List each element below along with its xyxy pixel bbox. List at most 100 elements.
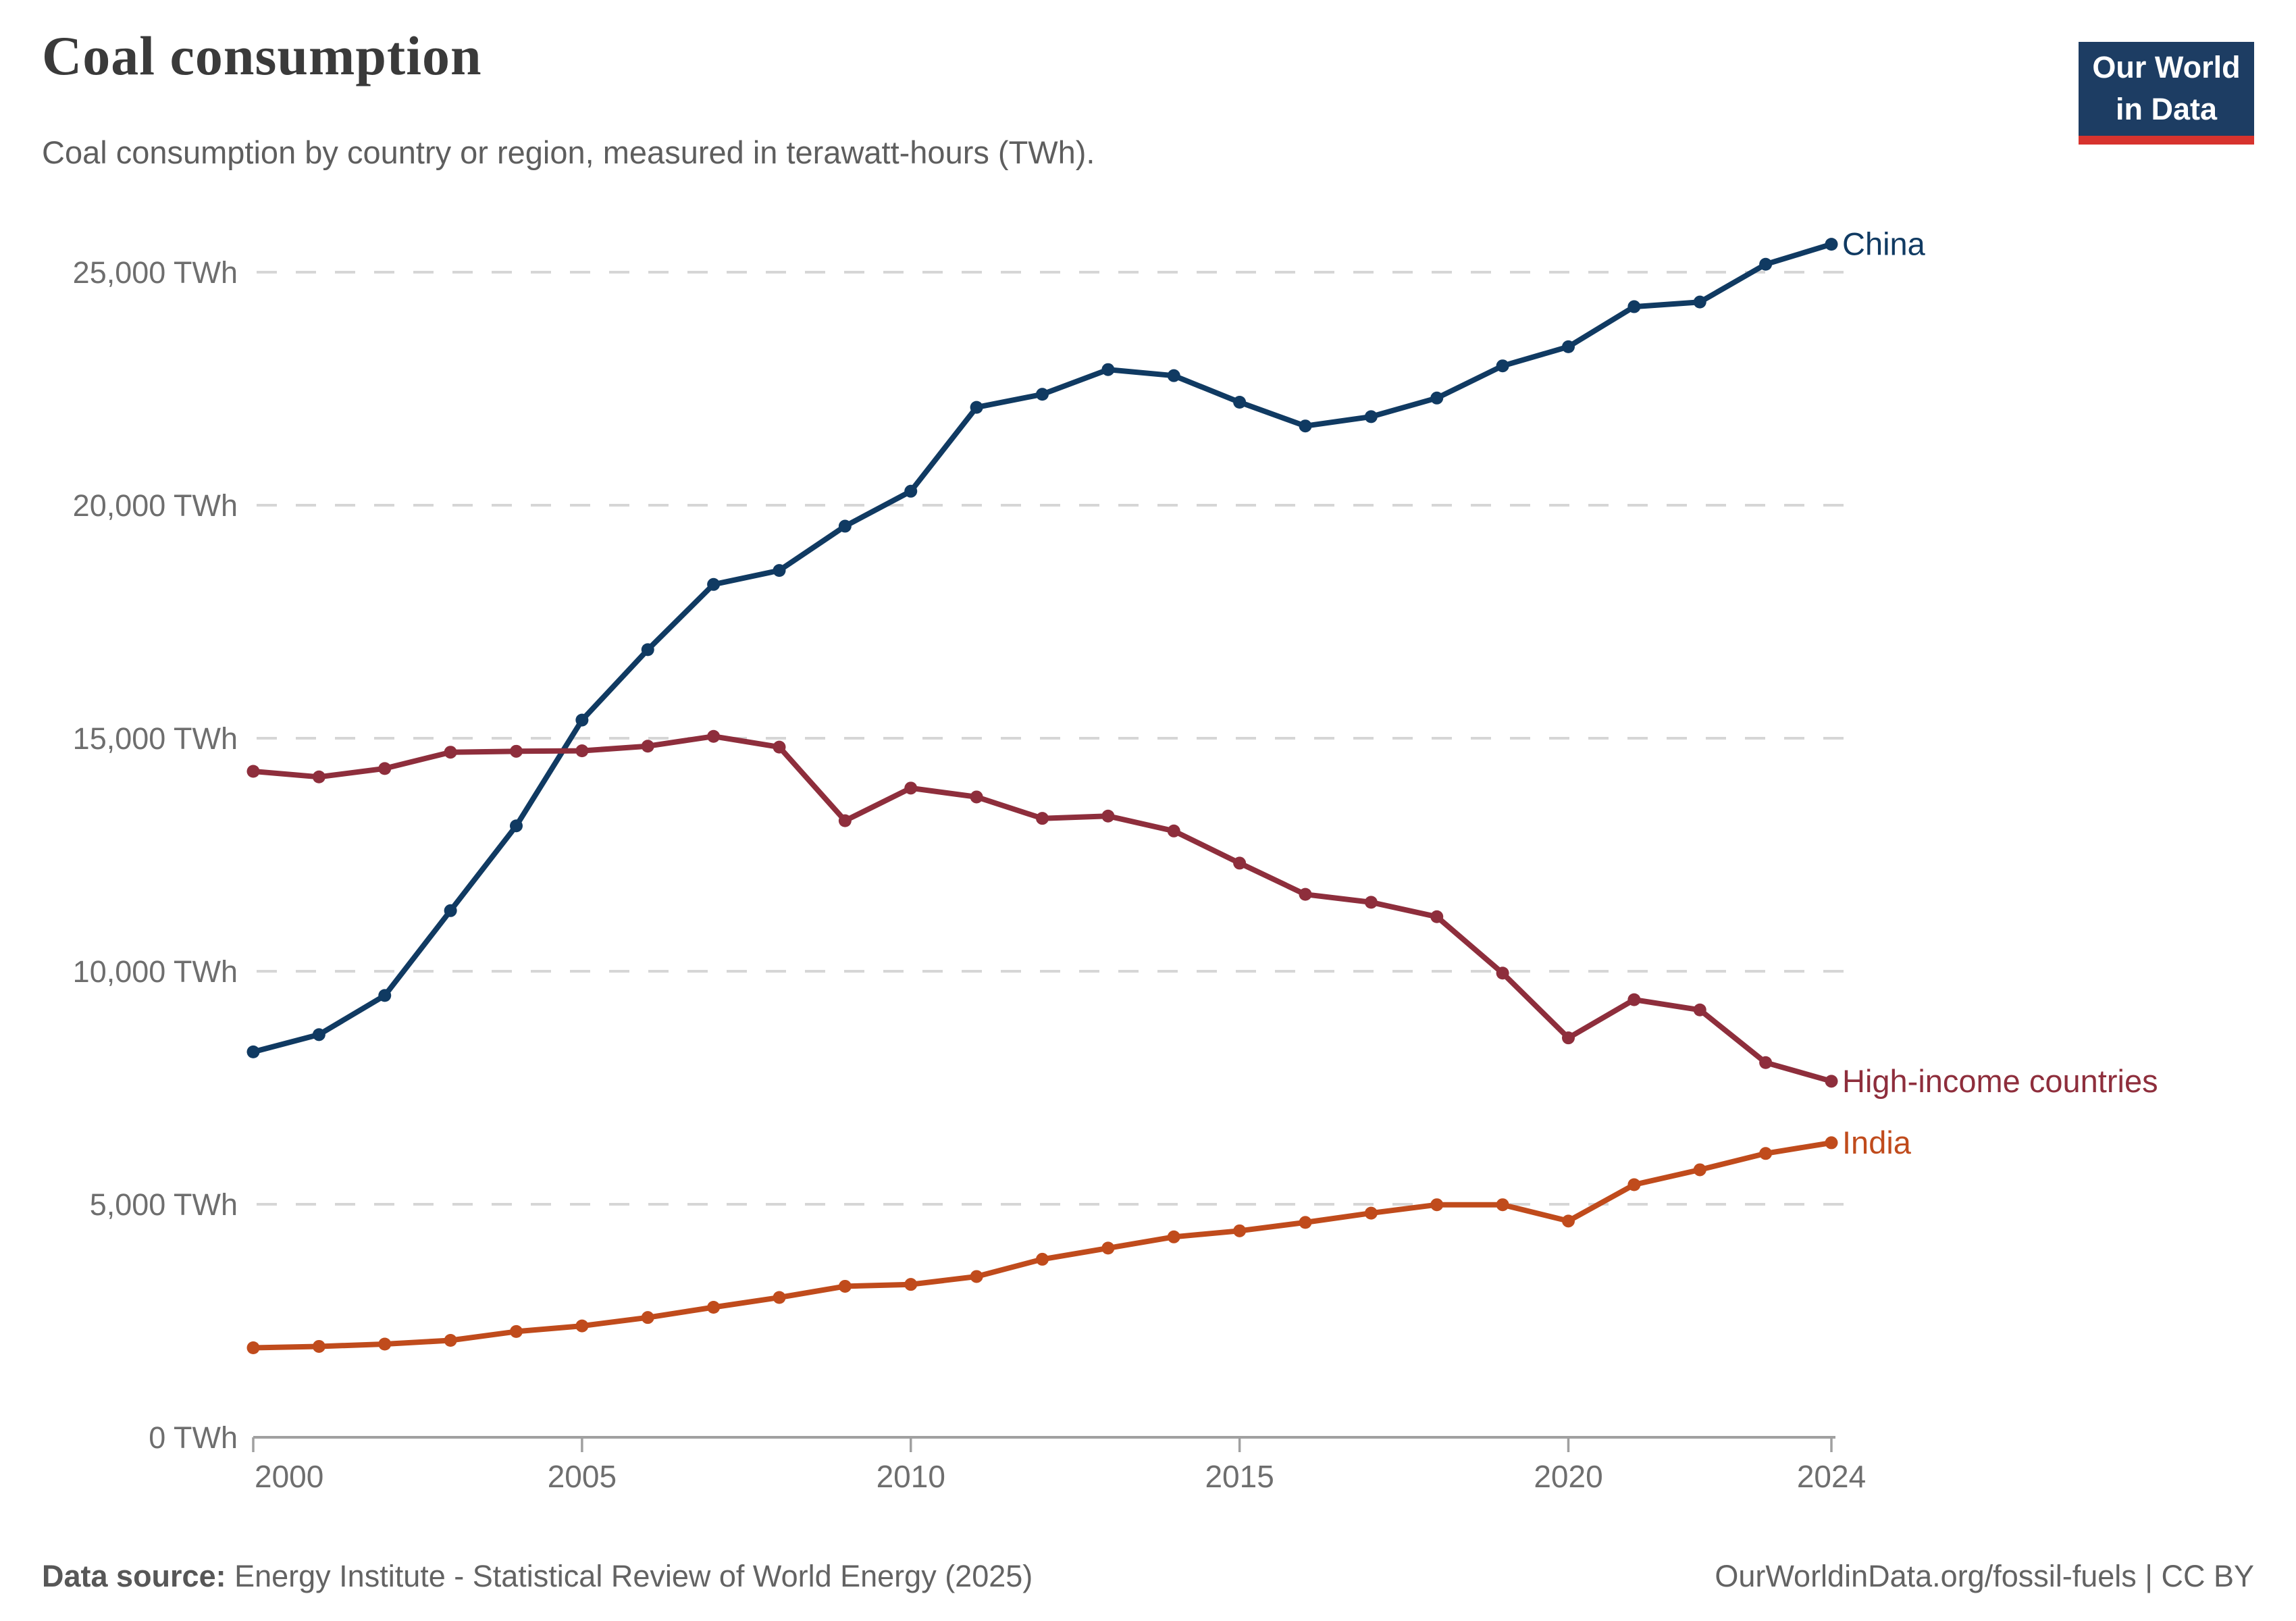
series-point-india-2001: [312, 1339, 325, 1353]
series-point-china-2023: [1759, 257, 1773, 271]
series-point-india-2013: [1101, 1241, 1115, 1255]
series-point-india-2019: [1496, 1198, 1509, 1212]
series-point-china-2017: [1364, 410, 1378, 423]
series-point-india-2023: [1759, 1147, 1773, 1160]
y-axis-tick-label: 20,000 TWh: [73, 488, 238, 523]
credit-link[interactable]: OurWorldinData.org/fossil-fuels | CC BY: [1715, 1559, 2254, 1593]
series-point-china-2019: [1496, 359, 1509, 373]
series-point-china-2020: [1562, 340, 1575, 353]
series-point-india-2020: [1562, 1214, 1575, 1228]
series-point-india-2007: [707, 1300, 721, 1314]
y-axis-tick-label: 10,000 TWh: [73, 954, 238, 989]
x-axis-tick-label: 2010: [877, 1459, 945, 1494]
series-point-china-2010: [904, 484, 918, 498]
series-point-china-2008: [773, 564, 786, 577]
series-point-china-2021: [1627, 300, 1641, 313]
series-point-china-2011: [970, 401, 983, 414]
series-point-india-2003: [444, 1333, 457, 1347]
series-point-high-income-countries-2002: [378, 762, 392, 775]
series-point-india-2015: [1233, 1224, 1247, 1237]
series-point-high-income-countries-2009: [838, 814, 852, 827]
series-point-high-income-countries-2015: [1233, 856, 1247, 870]
owid-logo: Our World in Data: [2079, 42, 2254, 145]
series-point-india-2012: [1036, 1252, 1049, 1266]
series-point-high-income-countries-2004: [510, 744, 523, 758]
x-axis-tick-label: 2000: [255, 1459, 323, 1494]
x-axis-tick-label: 2005: [548, 1459, 617, 1494]
series-point-china-2007: [707, 577, 721, 591]
series-point-india-2000: [246, 1341, 260, 1355]
series-point-china-2012: [1036, 388, 1049, 401]
owid-logo-red-bar: [2079, 136, 2254, 145]
page-subtitle: Coal consumption by country or region, m…: [42, 134, 1095, 170]
y-axis-tick-label: 5,000 TWh: [90, 1187, 238, 1222]
y-axis-tick-label: 0 TWh: [149, 1420, 238, 1455]
series-point-high-income-countries-2023: [1759, 1056, 1773, 1069]
series-point-india-2018: [1430, 1198, 1444, 1212]
series-point-high-income-countries-2018: [1430, 910, 1444, 923]
x-axis-tick-label: 2020: [1534, 1459, 1602, 1494]
series-label-china: China: [1842, 226, 1926, 262]
series-point-china-2002: [378, 989, 392, 1002]
series-point-china-2024: [1825, 238, 1838, 251]
series-point-india-2016: [1299, 1216, 1312, 1229]
series-point-high-income-countries-2006: [641, 740, 654, 753]
series-point-india-2004: [510, 1324, 523, 1338]
series-point-china-2016: [1299, 419, 1312, 433]
series-point-high-income-countries-2010: [904, 781, 918, 795]
series-point-high-income-countries-2008: [773, 740, 786, 754]
series-point-high-income-countries-2014: [1167, 824, 1180, 838]
series-point-high-income-countries-2000: [246, 765, 260, 778]
series-point-china-2018: [1430, 391, 1444, 405]
series-point-china-2000: [246, 1045, 260, 1058]
series-line-china: [251, 241, 1834, 1055]
series-label-high-income-countries: High-income countries: [1842, 1063, 2158, 1099]
series-line-india: [251, 1139, 1834, 1351]
series-point-high-income-countries-2016: [1299, 887, 1312, 901]
data-source-note: Data source: Energy Institute - Statisti…: [42, 1559, 1033, 1594]
x-axis-tick-label: 2024: [1797, 1459, 1866, 1494]
series-point-high-income-countries-2011: [970, 790, 983, 804]
series-point-high-income-countries-2013: [1101, 809, 1115, 823]
series-point-china-2013: [1101, 363, 1115, 376]
series-point-india-2021: [1627, 1178, 1641, 1191]
series-point-india-2014: [1167, 1230, 1180, 1243]
series-point-china-2001: [312, 1028, 325, 1041]
owid-logo-line1: Our World: [2092, 50, 2241, 84]
data-source-text: Energy Institute - Statistical Review of…: [226, 1559, 1033, 1593]
series-point-india-2002: [378, 1337, 392, 1351]
series-point-india-2017: [1364, 1206, 1378, 1220]
series-point-high-income-countries-2019: [1496, 967, 1509, 980]
series-point-china-2003: [444, 904, 457, 917]
series-point-china-2009: [838, 519, 852, 533]
page-title: Coal consumption: [42, 25, 482, 86]
series-point-china-2014: [1167, 369, 1180, 382]
x-axis-tick-label: 2015: [1205, 1459, 1274, 1494]
series-point-india-2022: [1693, 1163, 1706, 1177]
series-point-india-2008: [773, 1291, 786, 1304]
series-point-high-income-countries-2020: [1562, 1031, 1575, 1045]
series-point-china-2022: [1693, 295, 1706, 309]
series-point-india-2011: [970, 1270, 983, 1283]
owid-logo-line2: in Data: [2115, 92, 2218, 126]
y-axis-tick-label: 15,000 TWh: [73, 721, 238, 756]
series-point-india-2009: [838, 1279, 852, 1293]
series-point-china-2004: [510, 819, 523, 833]
series-point-high-income-countries-2007: [707, 729, 721, 743]
series-point-high-income-countries-2021: [1627, 993, 1641, 1006]
series-point-india-2005: [575, 1319, 589, 1333]
series-point-china-2005: [575, 713, 589, 727]
series-point-india-2024: [1825, 1136, 1838, 1150]
series-point-high-income-countries-2001: [312, 770, 325, 783]
series-point-high-income-countries-2022: [1693, 1003, 1706, 1017]
series-point-china-2015: [1233, 396, 1247, 409]
data-source-label: Data source:: [42, 1559, 226, 1593]
series-point-high-income-countries-2012: [1036, 812, 1049, 825]
series-point-india-2010: [904, 1278, 918, 1291]
series-point-high-income-countries-2017: [1364, 896, 1378, 909]
series-label-india: India: [1842, 1125, 1912, 1160]
series-point-india-2006: [641, 1311, 654, 1324]
series-point-high-income-countries-2003: [444, 746, 457, 759]
series-point-high-income-countries-2005: [575, 744, 589, 758]
